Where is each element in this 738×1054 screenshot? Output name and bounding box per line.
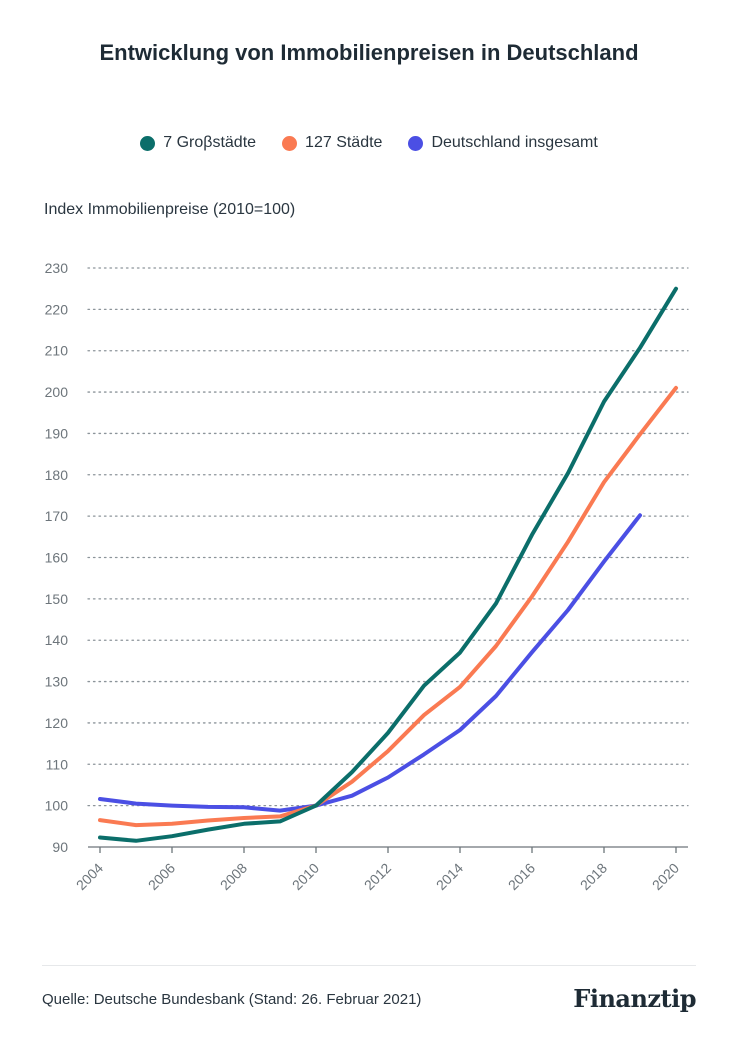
y-tick-label-180: 180 — [45, 467, 69, 483]
y-tick-label-170: 170 — [45, 508, 69, 524]
x-tick-label-2008: 2008 — [217, 860, 250, 893]
x-tick-label-2018: 2018 — [577, 860, 610, 893]
legend-item-deutschland-insgesamt: Deutschland insgesamt — [408, 134, 598, 152]
x-tick-label-2010: 2010 — [289, 860, 322, 893]
x-tick-label-2020: 2020 — [649, 860, 682, 893]
y-tick-label-210: 210 — [45, 343, 69, 359]
legend-label-127-staedte: 127 Städte — [305, 134, 383, 151]
x-tick-label-2016: 2016 — [505, 860, 538, 893]
line-chart: 90 100 110 120 130 140 150 160 170 180 190 200 210 22… — [45, 260, 689, 893]
series-line-7-grossstaedte — [98, 286, 678, 843]
y-axis-label: Index Immobilienpreise (2010=100) — [44, 201, 296, 218]
x-tick-label-2014: 2014 — [433, 860, 466, 893]
y-tick-label-130: 130 — [45, 674, 69, 690]
legend: 7 Groβstädte 127 Städte Deutschland insg… — [0, 134, 738, 152]
legend-marker-127-staedte — [282, 135, 298, 151]
series-line-deutschland-insgesamt — [98, 513, 642, 813]
chart-title: Entwicklung von Immobilienpreisen in Deu… — [99, 40, 639, 65]
x-tick-label-2004: 2004 — [73, 860, 106, 893]
finanztip-logo: Finanztip — [573, 984, 696, 1013]
y-tick-label-200: 200 — [45, 384, 69, 400]
y-tick-label-140: 140 — [45, 632, 69, 648]
y-tick-label-90: 90 — [52, 839, 68, 855]
legend-item-7-grossstaedte: 7 Groβstädte — [140, 134, 256, 152]
x-tick-label-2012: 2012 — [361, 860, 394, 893]
legend-marker-deutschland-insgesamt — [408, 135, 424, 151]
y-tick-label-120: 120 — [45, 715, 69, 731]
series-line-127-staedte — [98, 385, 678, 828]
legend-label-7-grossstaedte: 7 Groβstädte — [163, 134, 257, 151]
y-tick-label-230: 230 — [45, 260, 69, 276]
legend-item-127-staedte: 127 Städte — [282, 134, 382, 152]
legend-marker-7-grossstaedte — [140, 135, 156, 151]
y-tick-label-220: 220 — [45, 301, 69, 317]
legend-label-deutschland-insgesamt: Deutschland insgesamt — [431, 134, 598, 151]
y-tick-label-110: 110 — [46, 756, 69, 772]
y-tick-label-190: 190 — [45, 425, 69, 441]
footer-divider — [42, 965, 696, 966]
source-note: Quelle: Deutsche Bundesbank (Stand: 26. … — [42, 991, 422, 1008]
y-tick-label-160: 160 — [45, 550, 69, 566]
y-tick-label-100: 100 — [45, 798, 69, 814]
x-tick-label-2006: 2006 — [145, 860, 178, 893]
y-tick-label-150: 150 — [45, 591, 69, 607]
